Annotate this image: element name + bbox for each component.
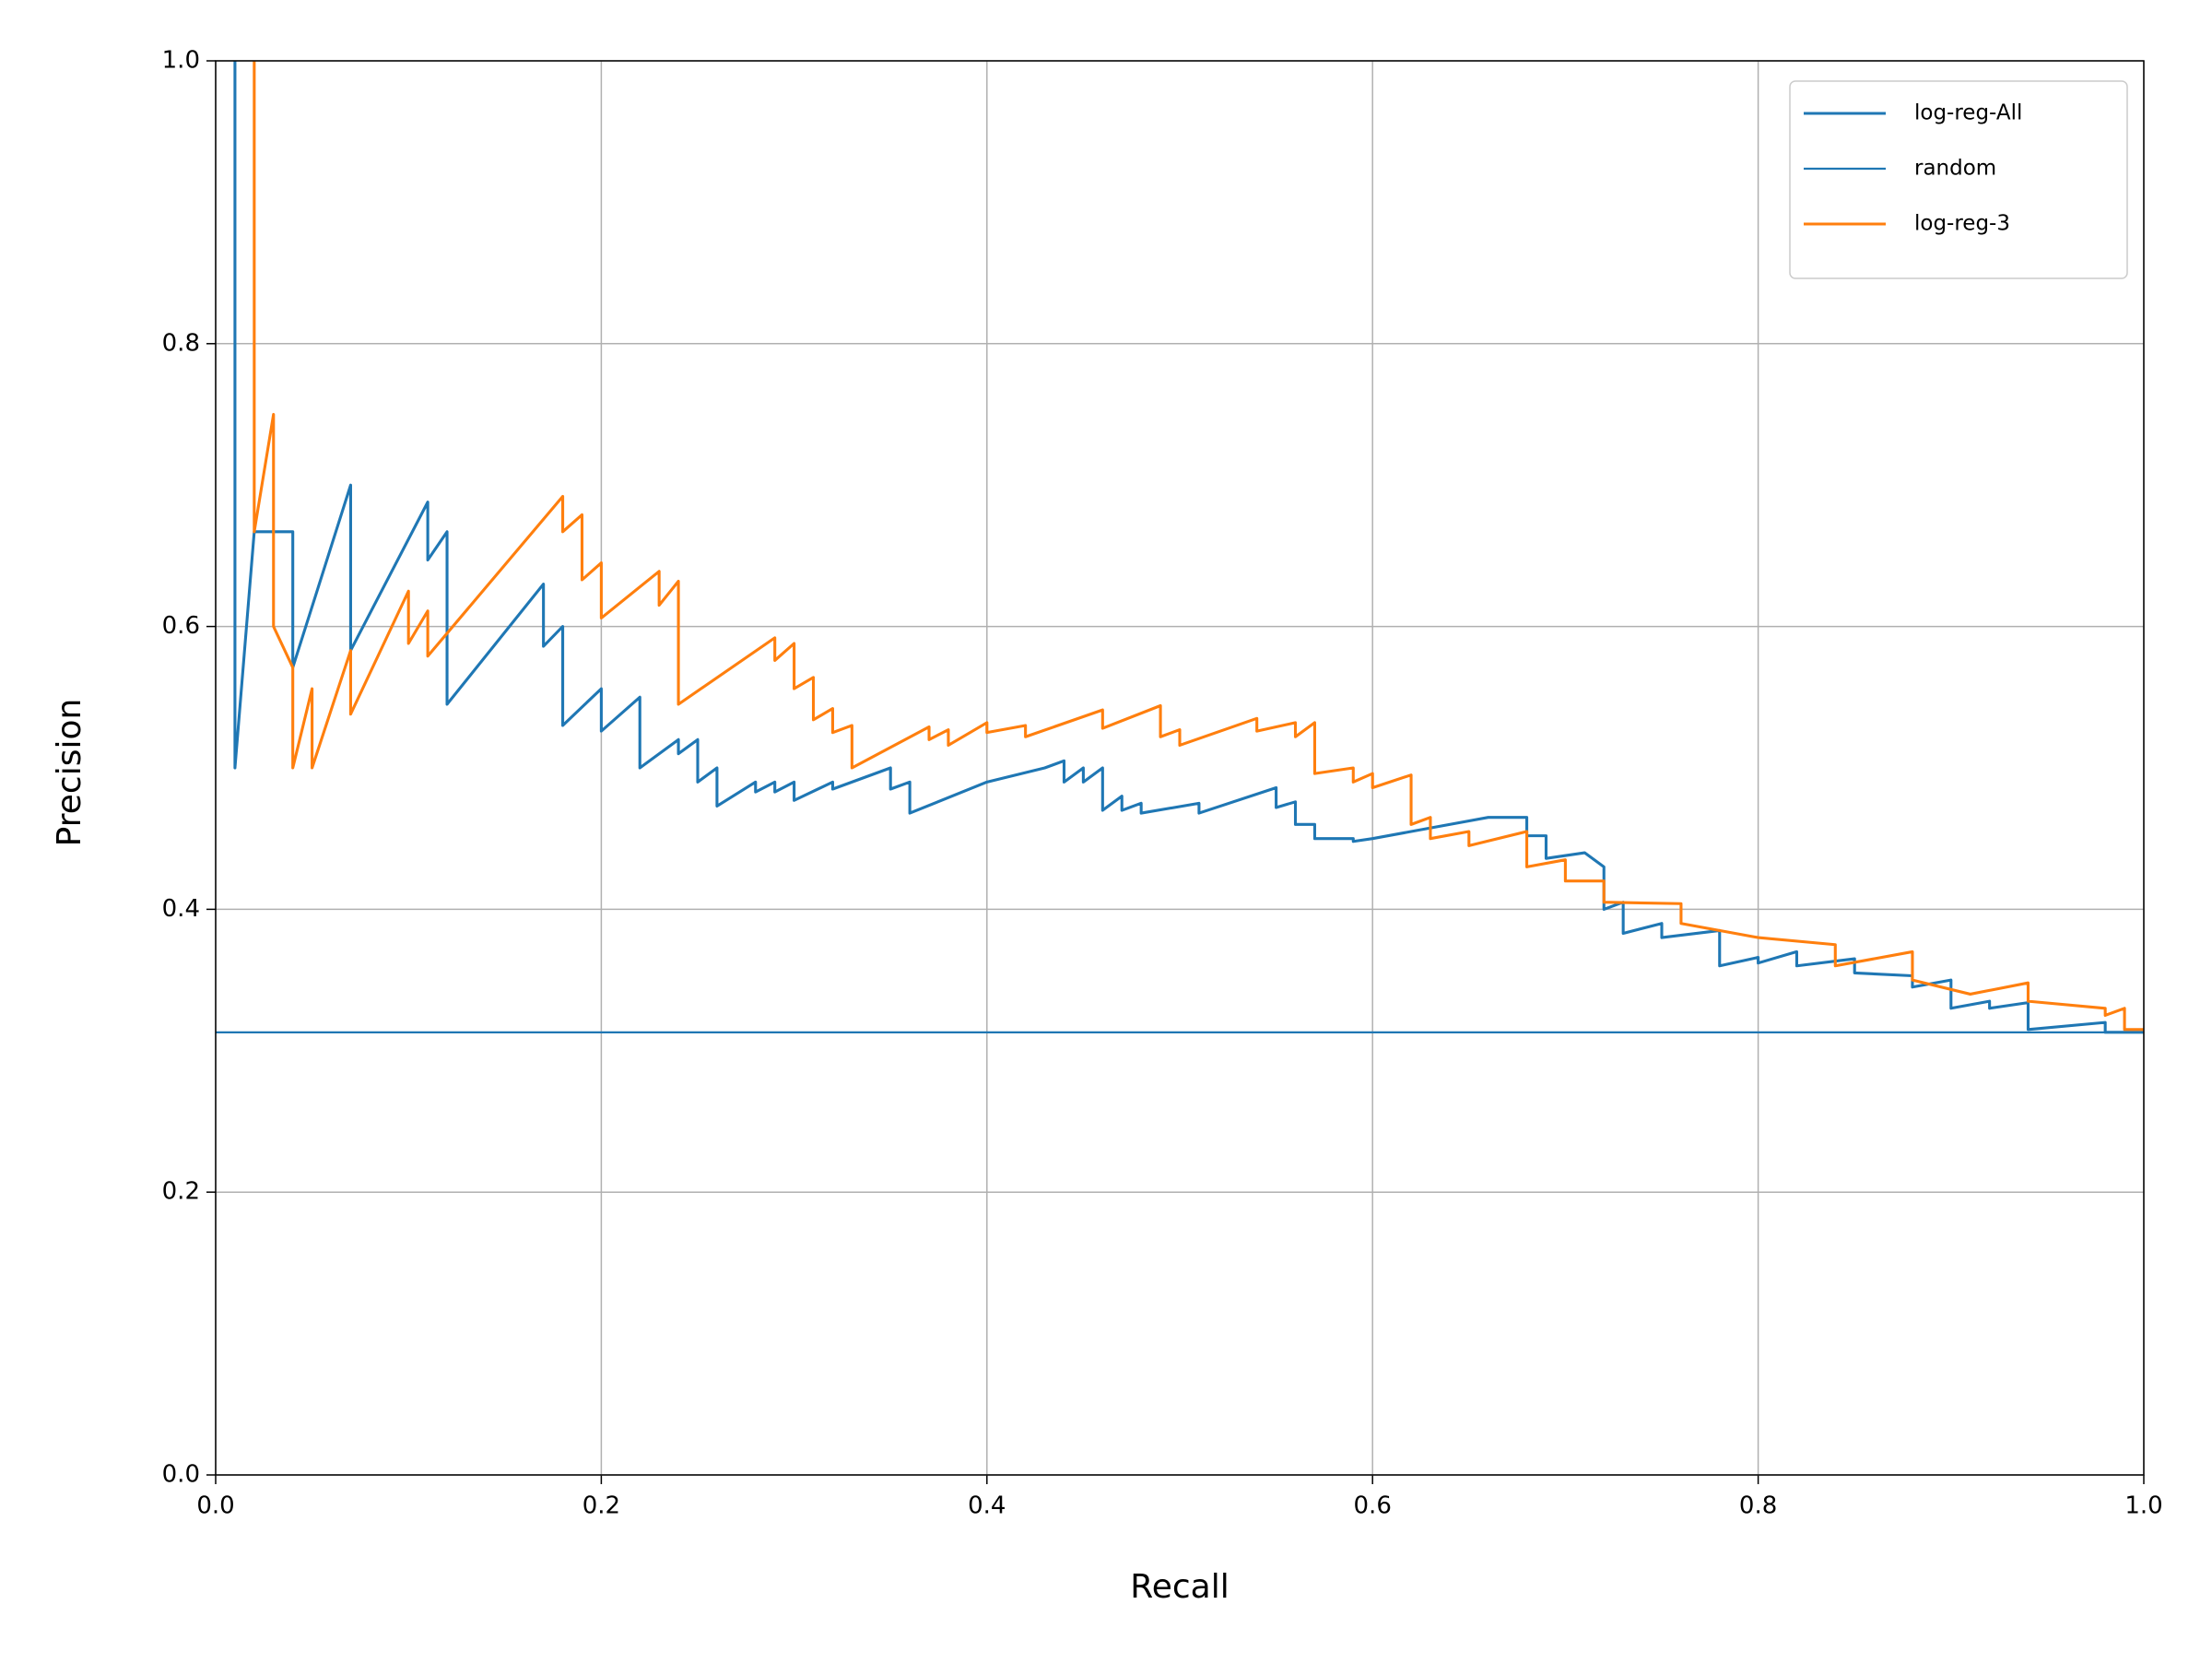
series-line bbox=[253, 61, 2144, 1032]
y-tick-label: 0.0 bbox=[162, 1461, 200, 1489]
y-tick-label: 0.2 bbox=[162, 1178, 200, 1206]
legend-label: random bbox=[1914, 157, 1996, 181]
plot-frame bbox=[215, 60, 2145, 1476]
y-tick-label: 0.6 bbox=[162, 612, 200, 640]
x-axis-label: Recall bbox=[1130, 1568, 1229, 1606]
series-line bbox=[233, 61, 2144, 1034]
x-tick-label: 0.0 bbox=[196, 1492, 234, 1520]
y-tick-label: 1.0 bbox=[162, 47, 200, 75]
x-tick-label: 0.4 bbox=[968, 1492, 1006, 1520]
legend-box bbox=[1789, 80, 2128, 279]
x-tick-label: 0.8 bbox=[1739, 1492, 1777, 1520]
y-tick-label: 0.8 bbox=[162, 329, 200, 357]
legend-label: log-reg-All bbox=[1914, 101, 2022, 125]
x-tick-label: 1.0 bbox=[2124, 1492, 2162, 1520]
x-tick-label: 0.6 bbox=[1354, 1492, 1392, 1520]
y-axis-label: Precision bbox=[51, 699, 88, 847]
x-tick-label: 0.2 bbox=[582, 1492, 620, 1520]
legend-label: log-reg-3 bbox=[1914, 212, 2010, 236]
y-tick-label: 0.4 bbox=[162, 895, 200, 923]
